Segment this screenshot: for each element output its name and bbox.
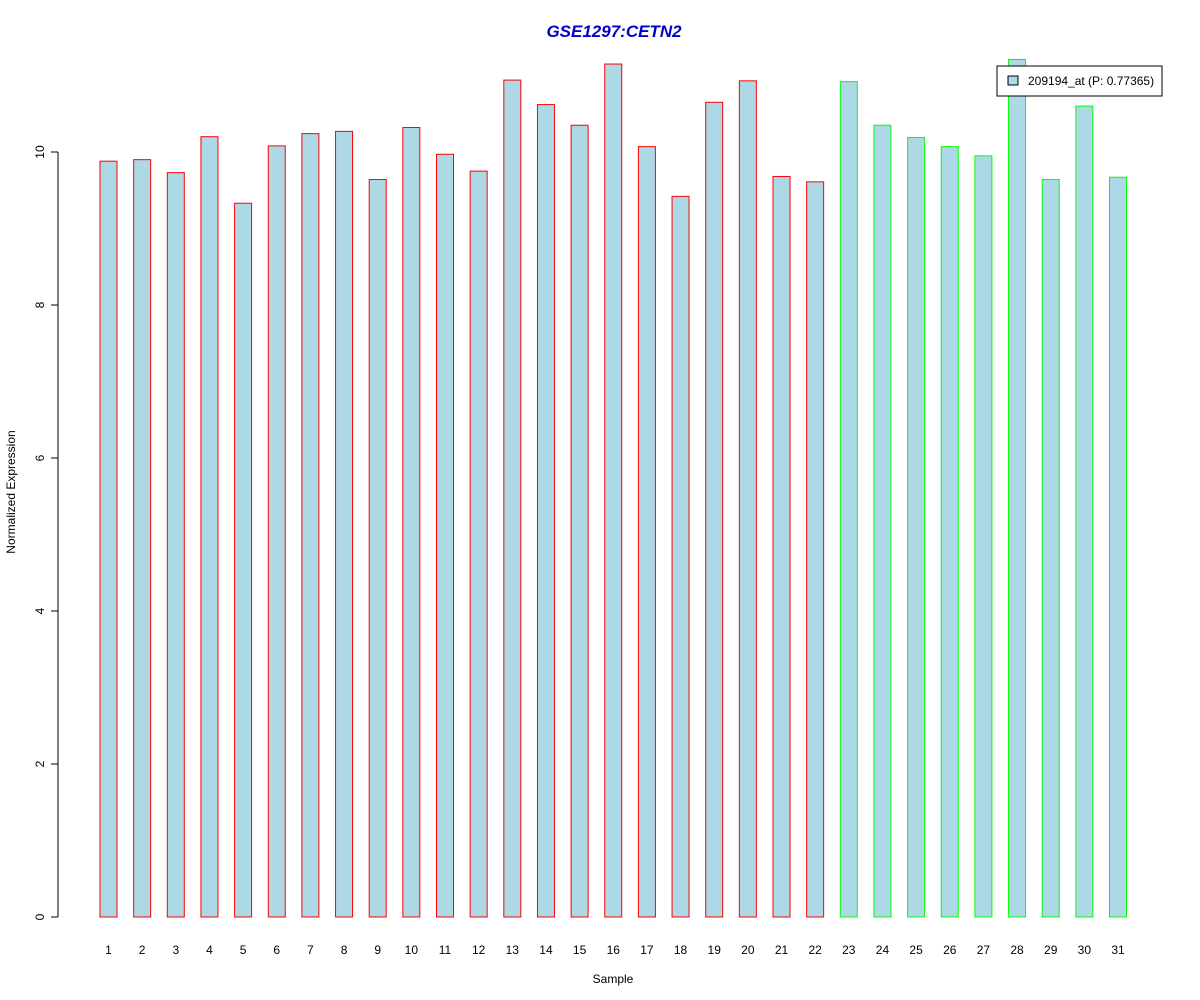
bar-sample-16 [604, 63, 623, 918]
bar-sample-26 [940, 146, 959, 918]
bar-sample-4 [200, 136, 219, 918]
bar-sample-6 [267, 145, 286, 918]
x-tick-label: 17 [640, 943, 654, 957]
legend-box [996, 65, 1163, 97]
x-tick-label: 8 [341, 943, 348, 957]
bar-sample-27 [974, 155, 993, 918]
x-tick-label: 18 [674, 943, 688, 957]
x-tick-label: 5 [240, 943, 247, 957]
x-tick-label: 21 [775, 943, 789, 957]
x-tick-label: 29 [1044, 943, 1058, 957]
x-tick-label: 26 [943, 943, 957, 957]
x-tick-label: 27 [977, 943, 991, 957]
x-tick-label: 3 [172, 943, 179, 957]
bar-sample-8 [335, 130, 354, 918]
x-tick-label: 13 [506, 943, 520, 957]
y-axis-label: Normalized Expression [4, 430, 18, 553]
legend-label: 209194_at (P: 0.77365) [1028, 74, 1154, 88]
bar-sample-18 [671, 195, 690, 918]
y-tick-label: 8 [33, 301, 47, 308]
x-tick-label: 25 [909, 943, 923, 957]
bar-sample-9 [368, 179, 387, 918]
x-axis-label: Sample [593, 972, 634, 986]
x-tick-label: 7 [307, 943, 314, 957]
bar-sample-13 [503, 79, 522, 918]
x-tick-label: 1 [105, 943, 112, 957]
x-tick-label: 12 [472, 943, 486, 957]
x-tick-label: 24 [876, 943, 890, 957]
x-tick-label: 9 [374, 943, 381, 957]
x-tick-label: 6 [273, 943, 280, 957]
bar-sample-2 [133, 159, 152, 918]
bar-sample-21 [772, 175, 791, 918]
x-tick-label: 16 [607, 943, 621, 957]
x-tick-label: 23 [842, 943, 856, 957]
x-tick-label: 14 [539, 943, 553, 957]
x-tick-label: 10 [405, 943, 419, 957]
bar-sample-19 [705, 101, 724, 918]
x-tick-labels: 1 2 3 4 5 6 7 8 9 10 11 12 13 14 15 16 17 18 19 20 21 22 23 24 2… [105, 943, 1125, 957]
bar-sample-14 [536, 104, 555, 918]
x-tick-label: 20 [741, 943, 755, 957]
x-tick-label: 15 [573, 943, 587, 957]
legend: 209194_at (P: 0.77365) [996, 65, 1163, 97]
y-tick-label: 6 [33, 454, 47, 461]
bar-sample-12 [469, 170, 488, 918]
bar-sample-29 [1041, 179, 1060, 918]
bar-sample-30 [1075, 105, 1094, 918]
bar-sample-22 [806, 181, 825, 918]
bar-sample-25 [907, 136, 926, 918]
x-tick-label: 30 [1078, 943, 1092, 957]
x-tick-label: 2 [139, 943, 146, 957]
x-tick-label: 11 [439, 943, 452, 957]
x-tick-label: 22 [808, 943, 822, 957]
y-tick-label: 0 [33, 913, 47, 920]
bar-sample-5 [234, 202, 253, 918]
bar-sample-7 [301, 133, 320, 918]
bar-sample-11 [436, 153, 454, 918]
bar-sample-24 [873, 124, 892, 918]
y-tick-label: 2 [33, 760, 47, 767]
bar-sample-3 [166, 172, 185, 918]
x-tick-label: 19 [708, 943, 722, 957]
bar-sample-23 [839, 81, 858, 918]
y-tick-label: 4 [33, 607, 47, 614]
y-axis: 0 2 4 6 8 10 [33, 145, 59, 920]
legend-swatch [1007, 75, 1019, 86]
x-tick-label: 4 [206, 943, 213, 957]
bar-sample-1 [99, 160, 118, 918]
bars [99, 58, 1127, 918]
x-tick-label: 28 [1010, 943, 1024, 957]
bar-sample-28 [1008, 58, 1027, 918]
bar-sample-10 [402, 127, 421, 918]
chart-title: GSE1297:CETN2 [546, 22, 682, 41]
bar-sample-20 [738, 80, 757, 918]
bar-sample-15 [570, 124, 589, 918]
bar-sample-17 [637, 146, 656, 918]
y-tick-label: 10 [33, 145, 47, 159]
bar-sample-31 [1109, 176, 1127, 918]
x-tick-label: 31 [1111, 943, 1125, 957]
